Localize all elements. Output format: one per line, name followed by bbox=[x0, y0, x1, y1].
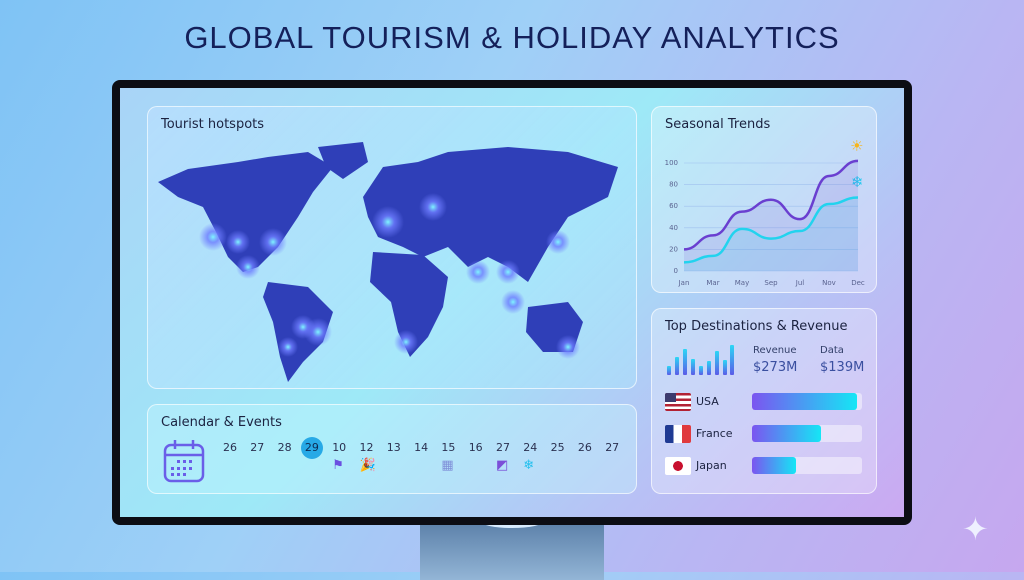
tourist-hotspots-panel: Tourist hotspots bbox=[147, 106, 637, 389]
calendar-icon bbox=[163, 440, 205, 483]
panel-title: Top Destinations & Revenue bbox=[665, 319, 848, 334]
snowflake-icon: ❄ bbox=[851, 173, 864, 191]
x-tick-label: Jan bbox=[678, 279, 690, 287]
party-popper-icon[interactable]: 🎉 bbox=[359, 458, 376, 473]
world-map[interactable] bbox=[148, 107, 638, 390]
seasonal-trends-chart: 0 20 40 60 80 100 Jan Mar May Sep Jul Nov Dec bbox=[665, 159, 865, 287]
revenue-bar-fill bbox=[752, 457, 796, 474]
ticket-icon[interactable]: ◩ bbox=[496, 458, 509, 473]
page-title: GLOBAL TOURISM & HOLIDAY ANALYTICS bbox=[184, 20, 840, 55]
seasonal-trends-panel: Seasonal Trends ☀ ❄ 0 20 40 60 80 100 Jan Mar Ma… bbox=[651, 106, 877, 293]
calendar-day[interactable]: 27 bbox=[605, 441, 620, 454]
calendar-day-selected[interactable]: 29 bbox=[300, 437, 323, 459]
y-tick-label: 60 bbox=[669, 202, 678, 210]
series-area bbox=[684, 197, 858, 271]
calendar-day[interactable]: 15 bbox=[441, 441, 456, 454]
calendar-day[interactable]: 27 bbox=[496, 441, 510, 454]
flag-icon[interactable]: ⚑ bbox=[332, 458, 344, 473]
flag-icon-usa bbox=[665, 393, 691, 411]
calendar-day[interactable]: 28 bbox=[277, 441, 292, 454]
series-line-1 bbox=[683, 196, 859, 264]
y-tick-label: 40 bbox=[669, 224, 678, 232]
data-value: $139M bbox=[820, 360, 865, 375]
x-tick-label: Dec bbox=[851, 279, 865, 287]
revenue-bar bbox=[752, 393, 862, 410]
dashboard-screen: Tourist hotspots Seasonal Trends ☀ ❄ 0 20… bbox=[120, 88, 904, 517]
y-tick-label: 80 bbox=[669, 181, 678, 189]
calendar-day[interactable]: 16 bbox=[468, 441, 483, 454]
hotspot-glows bbox=[199, 193, 580, 359]
x-tick-label: Nov bbox=[822, 279, 836, 287]
sun-icon: ☀ bbox=[850, 137, 864, 155]
y-tick-label: 0 bbox=[674, 267, 678, 275]
flag-icon-france bbox=[665, 425, 691, 443]
calendar-icon[interactable]: ▦ bbox=[441, 458, 454, 473]
panel-title: Calendar & Events bbox=[161, 415, 282, 430]
calendar-day[interactable]: 26 bbox=[577, 441, 592, 454]
y-tick-label: 20 bbox=[669, 245, 678, 253]
country-name: France bbox=[696, 427, 733, 440]
revenue-bar bbox=[752, 457, 862, 474]
series-line-0 bbox=[683, 159, 859, 251]
north-america bbox=[158, 152, 333, 272]
panel-title: Seasonal Trends bbox=[665, 117, 771, 132]
revenue-bar-fill bbox=[752, 425, 822, 442]
x-tick-label: Jul bbox=[795, 279, 805, 287]
calendar-day[interactable]: 14 bbox=[414, 441, 429, 454]
greenland bbox=[318, 142, 368, 179]
calendar-day[interactable]: 12 bbox=[359, 441, 374, 454]
calendar-day[interactable]: 24 bbox=[523, 441, 538, 454]
mini-bar-chart-icon bbox=[667, 345, 734, 375]
africa bbox=[370, 252, 448, 357]
x-tick-label: May bbox=[735, 279, 749, 287]
calendar-day[interactable]: 27 bbox=[250, 441, 265, 454]
x-tick-label: Sep bbox=[764, 279, 778, 287]
revenue-bar-fill bbox=[752, 393, 857, 410]
calendar-day[interactable]: 25 bbox=[550, 441, 565, 454]
calendar-events-panel: Calendar & Events 26 27 28 29 10 12 13 14 15 16 27… bbox=[147, 404, 637, 494]
flag-icon-japan bbox=[665, 457, 691, 475]
sparkle-icon: ✦ bbox=[962, 510, 989, 548]
eurasia bbox=[363, 147, 618, 282]
panel-title: Tourist hotspots bbox=[161, 117, 265, 132]
y-tick-label: 100 bbox=[665, 159, 678, 167]
data-label: Data bbox=[820, 345, 844, 356]
monitor-stand bbox=[420, 514, 604, 580]
top-destinations-panel: Top Destinations & Revenue Revenue $273M… bbox=[651, 308, 877, 494]
calendar-day[interactable]: 13 bbox=[386, 441, 401, 454]
revenue-bar bbox=[752, 425, 862, 442]
country-name: Japan bbox=[696, 459, 727, 472]
revenue-label: Revenue bbox=[753, 345, 797, 356]
x-tick-label: Mar bbox=[706, 279, 719, 287]
revenue-value: $273M bbox=[753, 360, 798, 375]
snowflake-icon[interactable]: ❄ bbox=[523, 458, 535, 473]
calendar-day[interactable]: 26 bbox=[223, 441, 237, 454]
calendar-day[interactable]: 10 bbox=[332, 441, 347, 454]
country-name: USA bbox=[696, 395, 719, 408]
